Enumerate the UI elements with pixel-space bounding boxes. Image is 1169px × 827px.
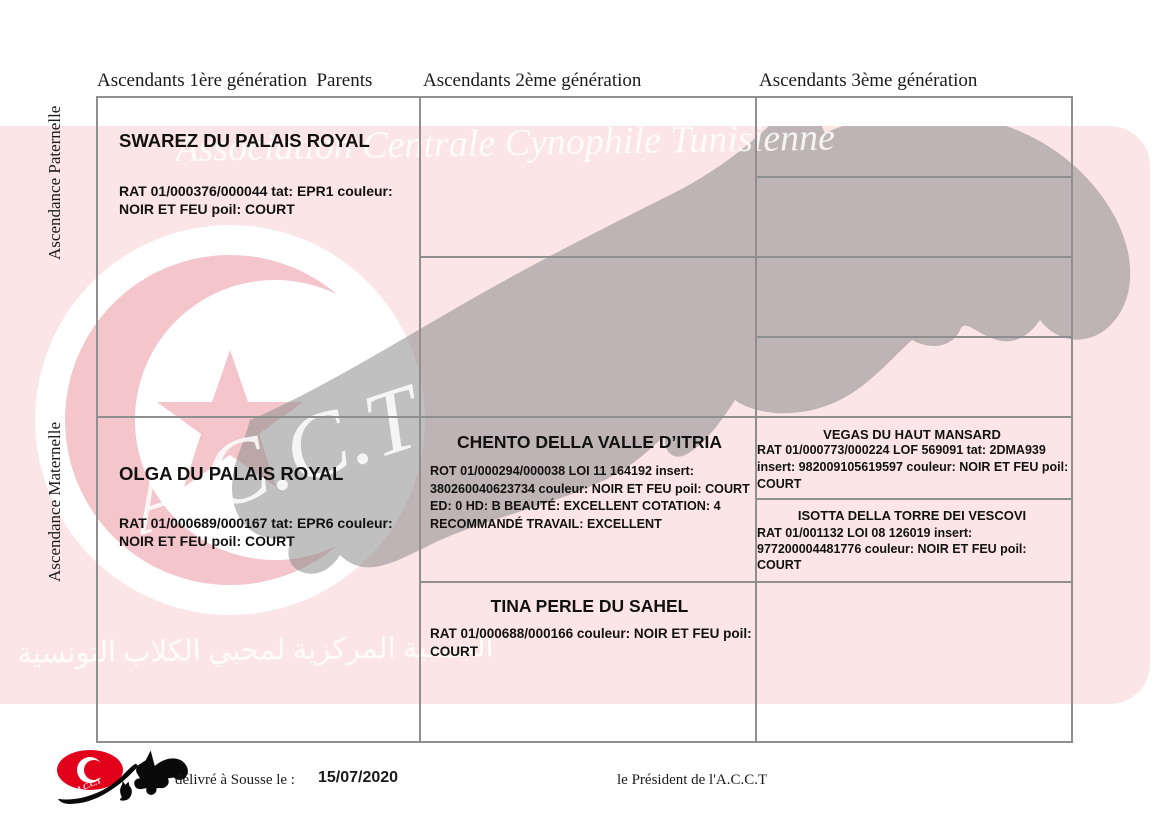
svg-text:A.C.C.T: A.C.C.T bbox=[74, 776, 103, 795]
